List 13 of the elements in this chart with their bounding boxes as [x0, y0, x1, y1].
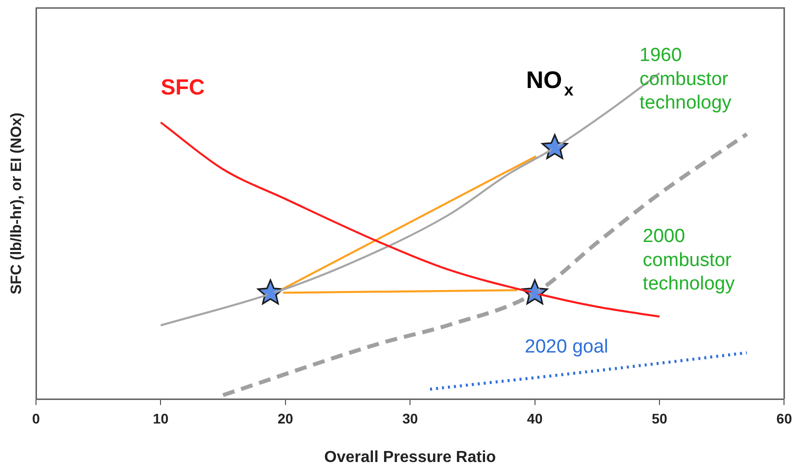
series-label: SFC [160, 74, 205, 100]
x-tick-label: 40 [527, 410, 543, 426]
x-tick-label: 20 [278, 410, 294, 426]
x-tick-label: 30 [402, 410, 418, 426]
series-label: 2000 combustor technology [642, 226, 736, 295]
x-axis-title: Overall Pressure Ratio [324, 448, 496, 466]
x-tick-label: 60 [776, 410, 792, 426]
series-label: 2020 goal [524, 336, 608, 358]
x-tick-label: 0 [32, 410, 40, 426]
x-tick-label: 10 [152, 410, 169, 426]
y-axis-title: SFC (lb/lb-hr), or EI (NOx) [8, 112, 26, 294]
x-tick-label: 50 [652, 410, 668, 426]
series-label: 1960 combustor technology [640, 45, 732, 114]
